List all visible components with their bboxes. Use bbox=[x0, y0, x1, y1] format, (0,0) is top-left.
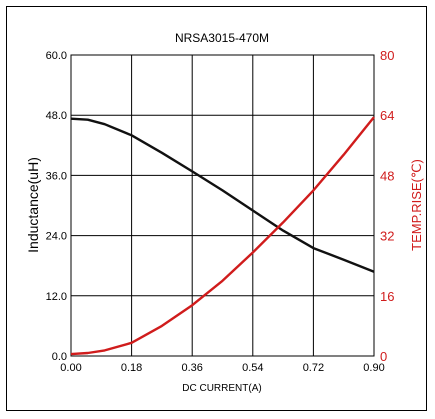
y-left-tick-label: 60.0 bbox=[46, 50, 67, 62]
y-left-tick-label: 24.0 bbox=[46, 231, 67, 243]
y-right-axis-label: TEMP.RISE(℃) bbox=[409, 159, 424, 251]
chart-frame bbox=[6, 6, 427, 411]
y-left-tick-label: 0.0 bbox=[52, 351, 67, 363]
y-right-tick-label: 80 bbox=[380, 48, 394, 63]
x-tick-label: 0.00 bbox=[60, 362, 81, 374]
x-tick-label: 0.72 bbox=[303, 362, 324, 374]
x-ticks: 0.00 0.18 0.36 0.54 0.72 0.90 bbox=[60, 362, 384, 374]
inductance-series-line bbox=[70, 117, 375, 273]
y-right-ticks: 0 16 32 48 64 80 bbox=[380, 48, 394, 364]
y-right-tick-label: 16 bbox=[380, 289, 394, 304]
y-left-axis-label: Inductance(uH) bbox=[25, 157, 41, 253]
series-group bbox=[70, 116, 375, 356]
x-tick-label: 0.54 bbox=[242, 362, 263, 374]
y-right-tick-label: 32 bbox=[380, 229, 394, 244]
chart-title: NRSA3015-470M bbox=[175, 31, 269, 45]
x-tick-label: 0.18 bbox=[121, 362, 142, 374]
y-right-tick-label: 0 bbox=[380, 349, 387, 364]
y-left-ticks: 0.0 12.0 24.0 36.0 48.0 60.0 bbox=[46, 50, 67, 363]
x-tick-label: 0.36 bbox=[181, 362, 202, 374]
x-tick-label: 0.90 bbox=[363, 362, 384, 374]
grid bbox=[71, 55, 374, 356]
y-left-tick-label: 48.0 bbox=[46, 110, 67, 122]
y-left-tick-label: 12.0 bbox=[46, 291, 67, 303]
x-axis-label: DC CURRENT(A) bbox=[182, 383, 261, 394]
plot-area bbox=[70, 54, 375, 357]
y-left-tick-label: 36.0 bbox=[46, 170, 67, 182]
y-right-tick-label: 64 bbox=[380, 108, 394, 123]
y-right-tick-label: 48 bbox=[380, 168, 394, 183]
temp-rise-series-line bbox=[70, 116, 375, 356]
